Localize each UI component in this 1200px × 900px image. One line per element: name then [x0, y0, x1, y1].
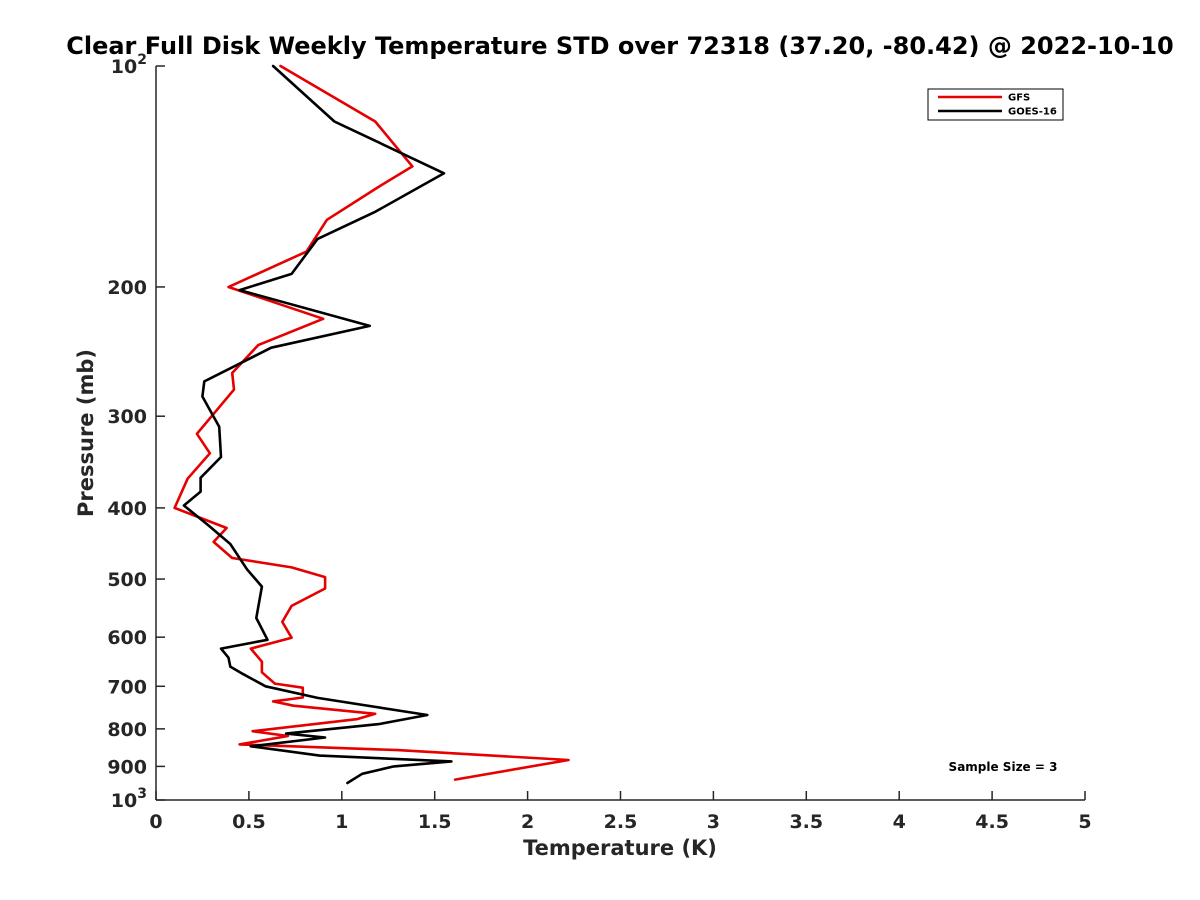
x-tick-label-3-5: 3.5 — [789, 811, 823, 833]
y-tick-label-700: 700 — [107, 676, 147, 698]
x-tick-label-2: 2 — [521, 811, 534, 833]
x-tick-label-4-5: 4.5 — [975, 811, 1009, 833]
y-tick-label-900: 900 — [107, 756, 147, 778]
plot-area: 0 0.5 1 1.5 2 2.5 3 3.5 4 4.5 5 1 0 2 200 300 400 500 600… — [107, 52, 1091, 833]
y-tick-label-300: 300 — [107, 406, 147, 428]
x-tick-label-5: 5 — [1078, 811, 1091, 833]
y-tick-label-800: 800 — [107, 719, 147, 741]
sample-size-annotation: Sample Size = 3 — [949, 760, 1058, 774]
legend: GFS GOES-16 — [927, 88, 1064, 121]
legend-label-goes-16: GOES-16 — [1008, 107, 1057, 118]
y-tick-label-200: 200 — [107, 277, 147, 299]
x-axis-label: Temperature (K) — [523, 836, 717, 860]
y-tick-label-400: 400 — [107, 498, 147, 520]
x-ticks: 0 0.5 1 1.5 2 2.5 3 3.5 4 4.5 5 — [149, 791, 1092, 833]
x-tick-label-3: 3 — [707, 811, 720, 833]
legend-box — [927, 88, 1064, 121]
x-tick-label-1: 1 — [335, 811, 348, 833]
x-tick-label-0-5: 0.5 — [232, 811, 266, 833]
x-tick-label-0: 0 — [149, 811, 162, 833]
x-tick-label-1-5: 1.5 — [418, 811, 452, 833]
y-tick-label-1000: 103 — [111, 786, 147, 812]
series-layer — [173, 64, 570, 785]
legend-label-gfs: GFS — [1008, 93, 1030, 104]
y-axis-label: Pressure (mb) — [74, 349, 98, 517]
x-tick-label-4: 4 — [893, 811, 906, 833]
chart-title: Clear Full Disk Weekly Temperature STD o… — [66, 32, 1174, 60]
y-tick-label-500: 500 — [107, 569, 147, 591]
y-tick-label-600: 600 — [107, 627, 147, 649]
x-tick-label-2-5: 2.5 — [604, 811, 638, 833]
series-line-gfs — [173, 64, 570, 781]
series-line-goes-16 — [182, 64, 453, 785]
